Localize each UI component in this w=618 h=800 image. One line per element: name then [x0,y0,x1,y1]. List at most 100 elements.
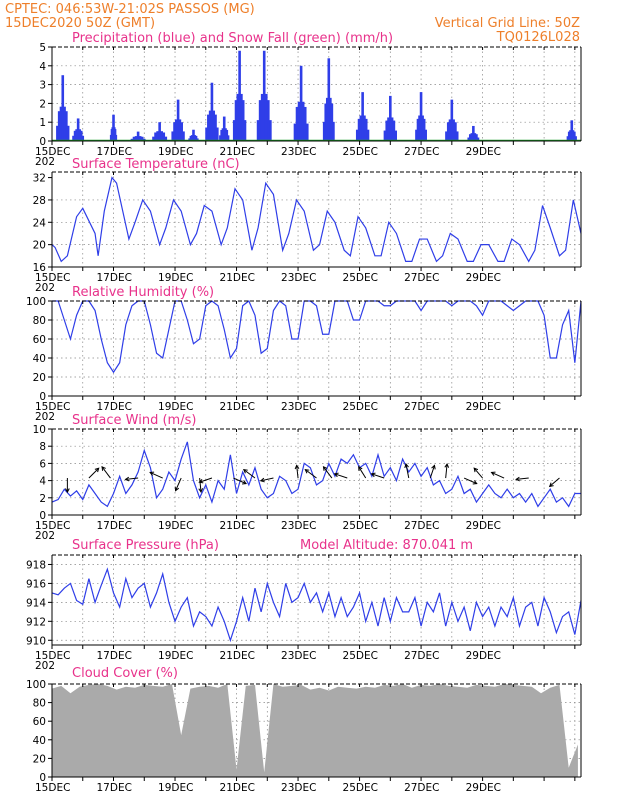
precip-bar [63,106,66,141]
precip-bar [299,65,303,141]
precip-bar [76,118,80,141]
x-tick-label: 21DEC [220,650,255,662]
precip-bar [61,75,65,141]
precip-bar [73,130,77,141]
x-tick-label: 29DEC [466,401,501,413]
wind-arrow-head [473,467,479,473]
x-tick-label: 21DEC [220,520,255,532]
precip-bar [389,95,392,141]
wind-arrow [323,466,333,479]
wind-arrow [88,467,100,479]
wind-arrow-head [404,462,409,468]
wind-arrow-head [242,468,248,474]
precip-bar [366,129,370,141]
cloud-cover-area [52,684,578,777]
precip-bar [390,117,394,141]
precip-bar [468,134,472,141]
precip-bar [134,136,138,141]
precip-bar [355,129,359,141]
precip-bar [470,133,474,141]
wind-arrow-head [294,464,300,470]
header: CPTEC: 046:53W-21:02S PASSOS (MG) 15DEC2… [5,2,580,45]
precip-bar [178,119,182,141]
x-tick-label: 29DEC [466,650,501,662]
wind-arrow-head [94,467,100,473]
wind-arrow [358,466,367,479]
precip-bar [160,131,163,141]
x-year-stub: 202 [35,660,55,672]
wind-arrow-head [333,472,339,478]
x-tick-label: 23DEC [281,650,316,662]
x-tick-label: 27DEC [404,520,439,532]
x-tick-label: 19DEC [158,401,193,413]
precip-bar [173,122,176,141]
precip-bar [424,129,427,141]
precip-bar [387,117,390,141]
precip-bar [454,122,457,141]
precip-bar [132,136,136,141]
precip-bar [475,134,478,141]
wind-arrow [233,477,247,485]
y-tick-label: 1 [39,117,46,129]
precip-bar [210,82,214,141]
y-tick-label: 20 [33,753,46,765]
panel-1: Precipitation (blue) and Snow Fall (gree… [35,31,582,168]
precip-bar [419,92,423,141]
y-tick-label: 0 [39,391,46,403]
y-tick-label: 28 [33,195,46,207]
x-tick-label: 25DEC [343,520,378,532]
precip-bar [214,114,217,141]
precip-bar [327,58,331,141]
wind-arrow [101,466,111,479]
precip-bar [301,101,305,141]
wind-arrow [445,463,448,479]
precip-bar [448,119,452,141]
wind-arrow [473,467,483,479]
precip-bar [363,115,366,141]
panel-title: Relative Humidity (%) [72,285,214,300]
precip-bar [383,130,387,141]
y-tick-label: 80 [33,315,46,327]
y-tick-label: 918 [26,559,46,571]
precip-bar [472,125,475,141]
x-tick-label: 23DEC [281,146,316,158]
x-tick-label: 27DEC [404,146,439,158]
x-tick-label: 17DEC [97,782,132,794]
precip-bar [66,125,70,141]
x-tick-label: 29DEC [466,520,501,532]
wind-arrow [199,477,202,493]
wind-arrow-head [242,480,248,485]
precip-bar [418,115,421,141]
precip-bar [267,100,270,141]
precip-bar [415,129,418,141]
x-tick-label: 19DEC [158,520,193,532]
y-tick-label: 5 [39,42,46,54]
wind-arrow [149,471,163,479]
precip-bar [473,133,477,141]
precip-bar [422,118,426,141]
x-tick-label: 25DEC [343,401,378,413]
x-year-stub: 202 [35,411,55,423]
precip-bar [138,136,142,141]
x-tick-label: 29DEC [466,782,501,794]
precip-bar [467,137,471,141]
precip-bar [357,118,361,141]
y-tick-label: 60 [33,334,46,346]
precip-bar [295,106,299,141]
header-date: 15DEC2020 50Z (GMT) [5,16,155,31]
wind-arrow-head [358,465,363,471]
panel-6: Cloud Cover (%) 0 20 40 60 80 100 15DEC 17DEC 19D… [26,666,582,794]
y-tick-label: 8 [39,441,46,453]
x-tick-label: 27DEC [404,650,439,662]
precip-bar [421,115,424,141]
precip-bar [332,121,335,141]
precip-bar [241,100,245,141]
y-tick-label: 916 [26,578,46,590]
precip-bar [140,136,144,141]
precip-bar [303,106,307,141]
wind-arrow-head [490,471,496,476]
precip-bar [196,138,199,141]
wind-arrow [549,477,560,487]
precip-bar [234,100,238,141]
panel-title: Cloud Cover (%) [72,666,178,681]
